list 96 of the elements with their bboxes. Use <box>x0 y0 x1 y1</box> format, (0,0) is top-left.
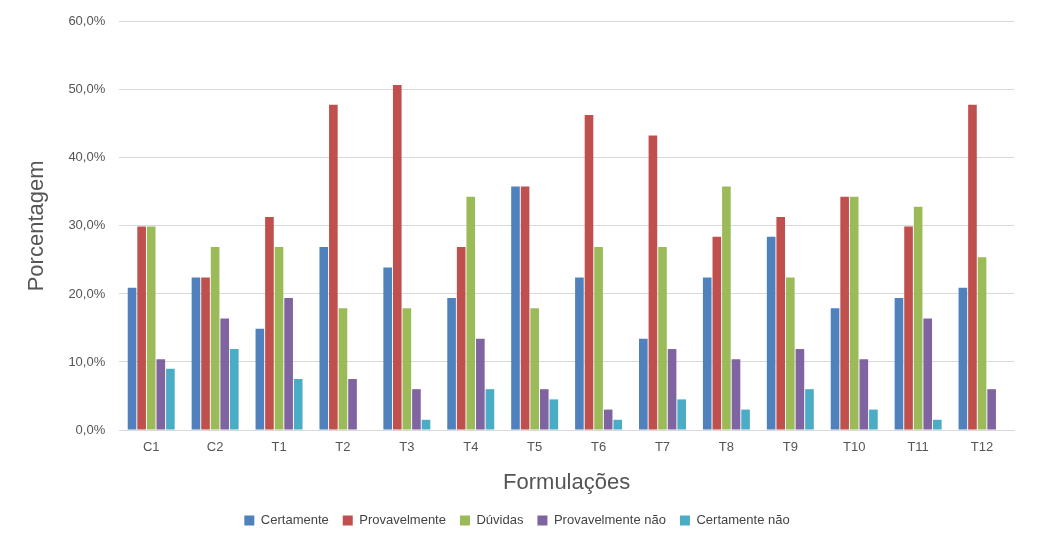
bar <box>648 135 658 430</box>
x-tick-label: T5 <box>527 439 543 455</box>
x-tick-label: T9 <box>782 439 798 455</box>
x-tick-label: T7 <box>654 439 671 455</box>
bar <box>584 115 594 430</box>
bar <box>830 308 840 430</box>
bar <box>904 226 913 430</box>
bar <box>191 277 201 430</box>
bar <box>766 236 776 430</box>
bar <box>456 246 466 430</box>
bar <box>402 308 412 430</box>
bar <box>677 399 686 430</box>
bar <box>485 389 495 430</box>
bar <box>348 378 357 430</box>
bar <box>127 287 137 430</box>
bar <box>894 298 904 430</box>
bar <box>220 318 230 430</box>
bar <box>639 338 648 430</box>
bar <box>166 368 175 430</box>
bar <box>293 378 303 430</box>
x-tick-label: T8 <box>718 439 734 455</box>
bar <box>274 246 284 430</box>
y-tick-label: 0,0% <box>75 421 106 437</box>
legend-label: Provavelmente não <box>553 512 666 528</box>
bar <box>146 226 156 430</box>
bar <box>603 409 613 430</box>
x-tick-label: T10 <box>843 439 866 455</box>
x-tick-label: T11 <box>907 439 929 455</box>
bar <box>511 186 520 430</box>
bar <box>667 349 677 430</box>
legend-label: Certamente <box>260 512 329 528</box>
y-axis-title: Porcentagem <box>23 160 49 292</box>
y-tick-label: 20,0% <box>68 285 106 301</box>
bar <box>977 257 987 430</box>
bar <box>786 277 795 430</box>
x-tick-label: C2 <box>206 439 224 455</box>
bar <box>958 287 968 430</box>
bar <box>476 338 485 430</box>
x-tick-label: T1 <box>271 439 287 455</box>
bar <box>776 217 786 430</box>
bar <box>539 389 549 430</box>
legend-label: Certamente não <box>696 512 790 528</box>
bar <box>137 226 146 430</box>
bar <box>210 246 220 430</box>
bar <box>319 246 329 430</box>
bar <box>265 217 274 430</box>
x-axis-title: Formulações <box>503 468 631 494</box>
y-tick-label: 40,0% <box>68 149 106 165</box>
bar <box>421 419 431 430</box>
bar <box>392 85 402 430</box>
bar <box>549 399 559 430</box>
bar <box>329 104 338 430</box>
y-tick-label: 30,0% <box>68 217 106 233</box>
x-tick-label: T3 <box>399 439 415 455</box>
bar <box>731 359 741 430</box>
x-tick-label: C1 <box>142 439 160 455</box>
x-tick-label: T4 <box>463 439 479 455</box>
bar <box>913 206 923 430</box>
bar <box>849 196 859 430</box>
bar <box>932 419 942 430</box>
bar <box>594 246 603 430</box>
legend-label: Dúvidas <box>476 512 524 528</box>
x-tick-label: T2 <box>335 439 351 455</box>
x-tick-label: T12 <box>970 439 994 455</box>
bar <box>338 308 348 430</box>
bar <box>613 419 623 430</box>
bar <box>530 308 539 430</box>
bar <box>284 298 293 430</box>
bar <box>805 389 814 430</box>
bar <box>923 318 933 430</box>
bar <box>712 236 722 430</box>
bar <box>702 277 712 430</box>
legend-label: Provavelmente <box>359 512 446 528</box>
bar <box>658 246 667 430</box>
bar <box>795 349 805 430</box>
x-tick-label: T6 <box>591 439 607 455</box>
bar <box>229 349 239 430</box>
bar <box>859 359 869 430</box>
bar <box>412 389 421 430</box>
bar <box>575 277 584 430</box>
bar <box>869 409 878 430</box>
bar <box>840 196 849 430</box>
y-tick-label: 10,0% <box>68 353 106 369</box>
bar <box>520 186 530 430</box>
bar <box>255 328 265 430</box>
bar <box>201 277 210 430</box>
bar <box>466 196 476 430</box>
y-tick-label: 60,0% <box>68 13 106 29</box>
bar <box>156 359 166 430</box>
bar <box>383 267 392 430</box>
bar <box>722 186 731 430</box>
bar <box>987 389 996 430</box>
bar <box>968 104 977 430</box>
bar <box>741 409 750 430</box>
y-tick-label: 50,0% <box>68 81 106 97</box>
bar <box>447 298 456 430</box>
